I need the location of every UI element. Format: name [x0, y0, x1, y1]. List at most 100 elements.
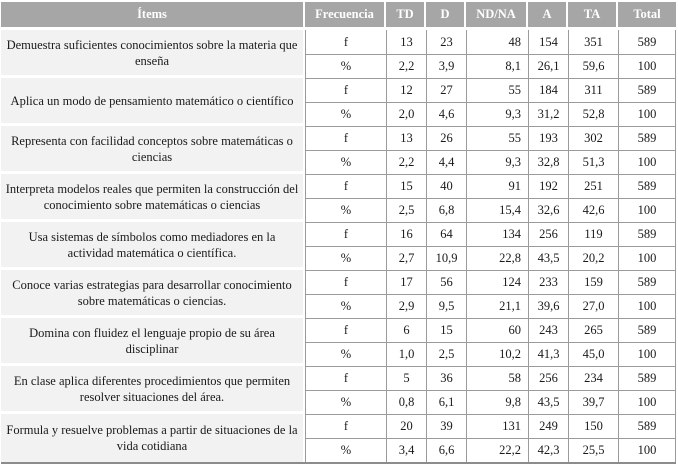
item-row-percent: % 1,0 2,5 10,2 41,3 45,0 100 — [1, 342, 676, 366]
freq-label-cell: f — [305, 270, 386, 294]
value-cell: 10,9 — [426, 246, 466, 270]
value-cell: 32,8 — [528, 150, 568, 174]
value-cell: 16 — [386, 222, 426, 246]
value-cell: 58 — [466, 366, 528, 390]
value-cell: 13 — [386, 126, 426, 150]
value-cell: 100 — [618, 198, 676, 222]
value-cell: 22,2 — [466, 438, 528, 462]
freq-label-cell: % — [305, 54, 386, 78]
freq-label-cell: % — [305, 438, 386, 462]
value-cell: 40 — [426, 174, 466, 198]
freq-label-cell: f — [305, 222, 386, 246]
freq-label-cell: f — [305, 174, 386, 198]
item-row-frequency: En clase aplica diferentes procedimiento… — [1, 366, 676, 414]
value-cell: 2,7 — [386, 246, 426, 270]
value-cell: 32,6 — [528, 198, 568, 222]
freq-label-cell: f — [305, 366, 386, 390]
value-cell: 21,1 — [466, 294, 528, 318]
value-cell: 6 — [386, 318, 426, 342]
value-cell: 15 — [426, 318, 466, 342]
value-cell: 131 — [466, 414, 528, 438]
value-cell: 23 — [426, 30, 466, 54]
value-cell: 100 — [618, 150, 676, 174]
value-cell: 2,2 — [386, 54, 426, 78]
item-text-cell: Aplica un modo de pensamiento matemático… — [1, 78, 305, 126]
value-cell: 27,0 — [568, 294, 618, 318]
item-text-cell: Representa con facilidad conceptos sobre… — [1, 126, 305, 174]
value-cell: 39,6 — [528, 294, 568, 318]
item-text-cell: Usa sistemas de símbolos como mediadores… — [1, 222, 305, 270]
value-cell: 42,6 — [568, 198, 618, 222]
value-cell: 6,1 — [426, 390, 466, 414]
value-cell: 60 — [466, 318, 528, 342]
value-cell: 256 — [528, 366, 568, 390]
item-row-percent: % 2,5 6,8 15,4 32,6 42,6 100 — [1, 198, 676, 222]
value-cell: 192 — [528, 174, 568, 198]
value-cell: 15,4 — [466, 198, 528, 222]
value-cell: 150 — [568, 414, 618, 438]
value-cell: 2,0 — [386, 102, 426, 126]
value-cell: 184 — [528, 78, 568, 102]
item-text-cell: Demuestra suficientes conocimientos sobr… — [1, 30, 305, 78]
value-cell: 55 — [466, 78, 528, 102]
item-text-cell: Domina con fluidez el lenguaje propio de… — [1, 318, 305, 366]
value-cell: 2,2 — [386, 150, 426, 174]
table-body: Demuestra suficientes conocimientos sobr… — [1, 30, 676, 462]
value-cell: 589 — [618, 414, 676, 438]
item-row-frequency: Demuestra suficientes conocimientos sobr… — [1, 30, 676, 78]
value-cell: 154 — [528, 30, 568, 54]
item-row-percent: % 3,4 6,6 22,2 42,3 25,5 100 — [1, 438, 676, 462]
value-cell: 351 — [568, 30, 618, 54]
col-header-total: Total — [618, 2, 676, 30]
item-text-cell: Formula y resuelve problemas a partir de… — [1, 414, 305, 462]
item-row-percent: % 2,7 10,9 22,8 43,5 20,2 100 — [1, 246, 676, 270]
value-cell: 4,4 — [426, 150, 466, 174]
value-cell: 589 — [618, 366, 676, 390]
value-cell: 36 — [426, 366, 466, 390]
item-row-frequency: Conoce varias estrategias para desarroll… — [1, 270, 676, 318]
value-cell: 55 — [466, 126, 528, 150]
item-row-percent: % 2,0 4,6 9,3 31,2 52,8 100 — [1, 102, 676, 126]
value-cell: 56 — [426, 270, 466, 294]
value-cell: 41,3 — [528, 342, 568, 366]
col-header-items: Ítems — [1, 2, 305, 30]
value-cell: 3,4 — [386, 438, 426, 462]
freq-label-cell: % — [305, 246, 386, 270]
value-cell: 159 — [568, 270, 618, 294]
value-cell: 251 — [568, 174, 618, 198]
value-cell: 45,0 — [568, 342, 618, 366]
value-cell: 20,2 — [568, 246, 618, 270]
value-cell: 43,5 — [528, 390, 568, 414]
value-cell: 9,3 — [466, 150, 528, 174]
value-cell: 15 — [386, 174, 426, 198]
item-row-frequency: Interpreta modelos reales que permiten l… — [1, 174, 676, 222]
item-row-frequency: Representa con facilidad conceptos sobre… — [1, 126, 676, 174]
col-header-d: D — [426, 2, 466, 30]
value-cell: 233 — [528, 270, 568, 294]
value-cell: 8,1 — [466, 54, 528, 78]
value-cell: 59,6 — [568, 54, 618, 78]
freq-label-cell: % — [305, 102, 386, 126]
value-cell: 589 — [618, 270, 676, 294]
value-cell: 100 — [618, 54, 676, 78]
value-cell: 31,2 — [528, 102, 568, 126]
value-cell: 100 — [618, 294, 676, 318]
value-cell: 39,7 — [568, 390, 618, 414]
value-cell: 302 — [568, 126, 618, 150]
freq-label-cell: f — [305, 78, 386, 102]
freq-label-cell: f — [305, 126, 386, 150]
value-cell: 25,5 — [568, 438, 618, 462]
value-cell: 51,3 — [568, 150, 618, 174]
value-cell: 17 — [386, 270, 426, 294]
item-row-frequency: Domina con fluidez el lenguaje propio de… — [1, 318, 676, 366]
item-row-frequency: Usa sistemas de símbolos como mediadores… — [1, 222, 676, 270]
value-cell: 249 — [528, 414, 568, 438]
item-row-percent: % 2,2 4,4 9,3 32,8 51,3 100 — [1, 150, 676, 174]
value-cell: 589 — [618, 222, 676, 246]
col-header-td: TD — [386, 2, 426, 30]
item-text-cell: Interpreta modelos reales que permiten l… — [1, 174, 305, 222]
item-text-cell: En clase aplica diferentes procedimiento… — [1, 366, 305, 414]
value-cell: 6,6 — [426, 438, 466, 462]
